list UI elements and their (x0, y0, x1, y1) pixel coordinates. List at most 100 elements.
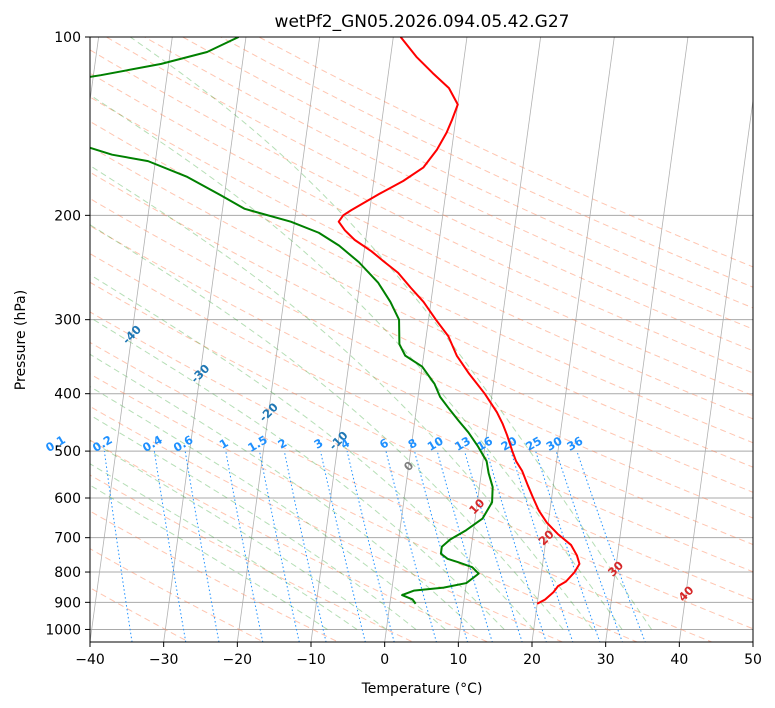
mixing-ratio-label: 8 (406, 436, 420, 452)
dry-adiabat (90, 198, 753, 519)
mixing-ratio-label: 30 (544, 434, 565, 454)
dry-adiabat (90, 49, 753, 374)
mixing-ratio-line (555, 450, 623, 642)
mixing-ratio-label: 10 (425, 434, 446, 454)
isotherm-label: -50 (52, 278, 77, 303)
isotherm-label: -30 (188, 361, 213, 386)
moist-adiabat (90, 463, 358, 630)
dry-adiabat (220, 37, 753, 288)
mixing-ratio-label: 36 (564, 434, 585, 454)
x-tick-label: −40 (75, 652, 105, 668)
x-tick-label: 50 (744, 652, 762, 668)
dewpoint-profile-line (90, 37, 494, 605)
isotherm-line (752, 639, 753, 642)
moist-adiabat (90, 94, 623, 630)
x-tick-label: 0 (380, 652, 389, 668)
mixing-ratio-line (346, 450, 395, 642)
isotherm-line (236, 37, 321, 642)
y-axis-ticks: 1000 900 800 700 600 500 400 300 200 100 (45, 30, 90, 638)
isotherm-line (163, 37, 247, 642)
isotherm-line (605, 37, 689, 642)
dry-adiabat (90, 474, 415, 642)
mixing-ratio-line (510, 450, 574, 642)
dry-adiabat (90, 225, 753, 546)
x-tick-label: 30 (597, 652, 615, 668)
dry-adiabat (90, 311, 753, 630)
isotherm-line (457, 37, 542, 642)
isotherm-label: 30 (605, 558, 626, 579)
dry-adiabat (90, 281, 753, 601)
moist-adiabat (90, 165, 594, 630)
dry-adiabat (90, 373, 639, 642)
moist-adiabat (90, 484, 328, 630)
moist-adiabat (90, 316, 505, 630)
y-tick-label: 900 (54, 595, 81, 611)
moist-adiabat (90, 353, 476, 630)
mixing-ratio-line (414, 450, 469, 642)
y-tick-label: 800 (54, 565, 81, 581)
dry-adiabat (90, 439, 489, 642)
mixing-ratio-line (385, 450, 437, 642)
background-lines (90, 37, 753, 642)
mixing-ratio-line (486, 450, 547, 642)
dry-adiabat (90, 96, 753, 420)
dry-adiabat (90, 341, 714, 642)
dry-adiabat (90, 253, 753, 573)
mixing-ratio-line (320, 450, 366, 642)
isotherm-label: 0 (401, 458, 417, 474)
x-axis-label: Temperature (°C) (361, 681, 483, 697)
mixing-ratio-line (103, 451, 133, 642)
dry-adiabat (258, 37, 753, 268)
dry-adiabat (90, 171, 753, 493)
moist-adiabat (90, 414, 417, 630)
dry-adiabat (90, 405, 564, 642)
isotherm-line (678, 97, 753, 642)
y-tick-label: 600 (54, 491, 81, 507)
mixing-ratio-line (283, 450, 327, 642)
isotherm-line (310, 37, 394, 642)
dry-adiabat (90, 510, 340, 642)
profiles (90, 37, 581, 605)
mixing-ratio-line (225, 451, 264, 642)
mixing-ratio-label: 13 (452, 434, 473, 454)
isotherm-label: -20 (256, 400, 281, 425)
isotherm-line (90, 37, 173, 642)
mixing-ratio-line (535, 450, 601, 642)
mixing-ratio-label: 1 (217, 436, 231, 452)
y-tick-label: 500 (54, 444, 81, 460)
temperature-profile-line (337, 37, 581, 605)
x-tick-label: −10 (296, 652, 326, 668)
x-axis-ticks: −40 −30 −20 −10 0 10 20 30 40 50 (75, 642, 762, 668)
y-tick-label: 700 (54, 531, 81, 547)
chart-title: wetPf2_GN05.2026.094.05.42.G27 (275, 12, 570, 32)
isotherm-label: -60 (0, 231, 9, 256)
x-tick-label: 20 (523, 652, 541, 668)
plot-frame (89, 36, 754, 643)
y-tick-label: 100 (54, 30, 81, 46)
moist-adiabat (90, 224, 564, 630)
x-tick-label: 40 (670, 652, 688, 668)
dry-adiabat (90, 548, 265, 642)
isotherm-label: -40 (120, 322, 145, 347)
moist-adiabat (129, 37, 652, 630)
moist-adiabat (90, 440, 387, 630)
y-tick-label: 1000 (45, 622, 81, 638)
x-tick-label: 10 (449, 652, 467, 668)
y-tick-label: 300 (54, 313, 81, 329)
y-tick-label: 400 (54, 387, 81, 403)
dry-adiabat (90, 72, 753, 397)
x-tick-label: −20 (223, 652, 253, 668)
y-axis-label: Pressure (hPa) (13, 290, 29, 390)
dry-adiabat (90, 120, 753, 444)
mixing-ratio-label: 25 (523, 434, 544, 454)
isotherm-label: 40 (675, 583, 696, 604)
mixing-ratio-label: 3 (312, 436, 326, 452)
mixing-ratio-label: 6 (377, 436, 391, 452)
mixing-ratio-line (259, 451, 300, 642)
mixing-ratio-line (153, 451, 187, 642)
isotherm-line (531, 37, 615, 642)
moist-adiabat (90, 385, 446, 630)
y-tick-label: 200 (54, 208, 81, 224)
